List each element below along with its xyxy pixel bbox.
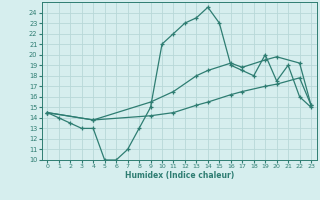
X-axis label: Humidex (Indice chaleur): Humidex (Indice chaleur) xyxy=(124,171,234,180)
